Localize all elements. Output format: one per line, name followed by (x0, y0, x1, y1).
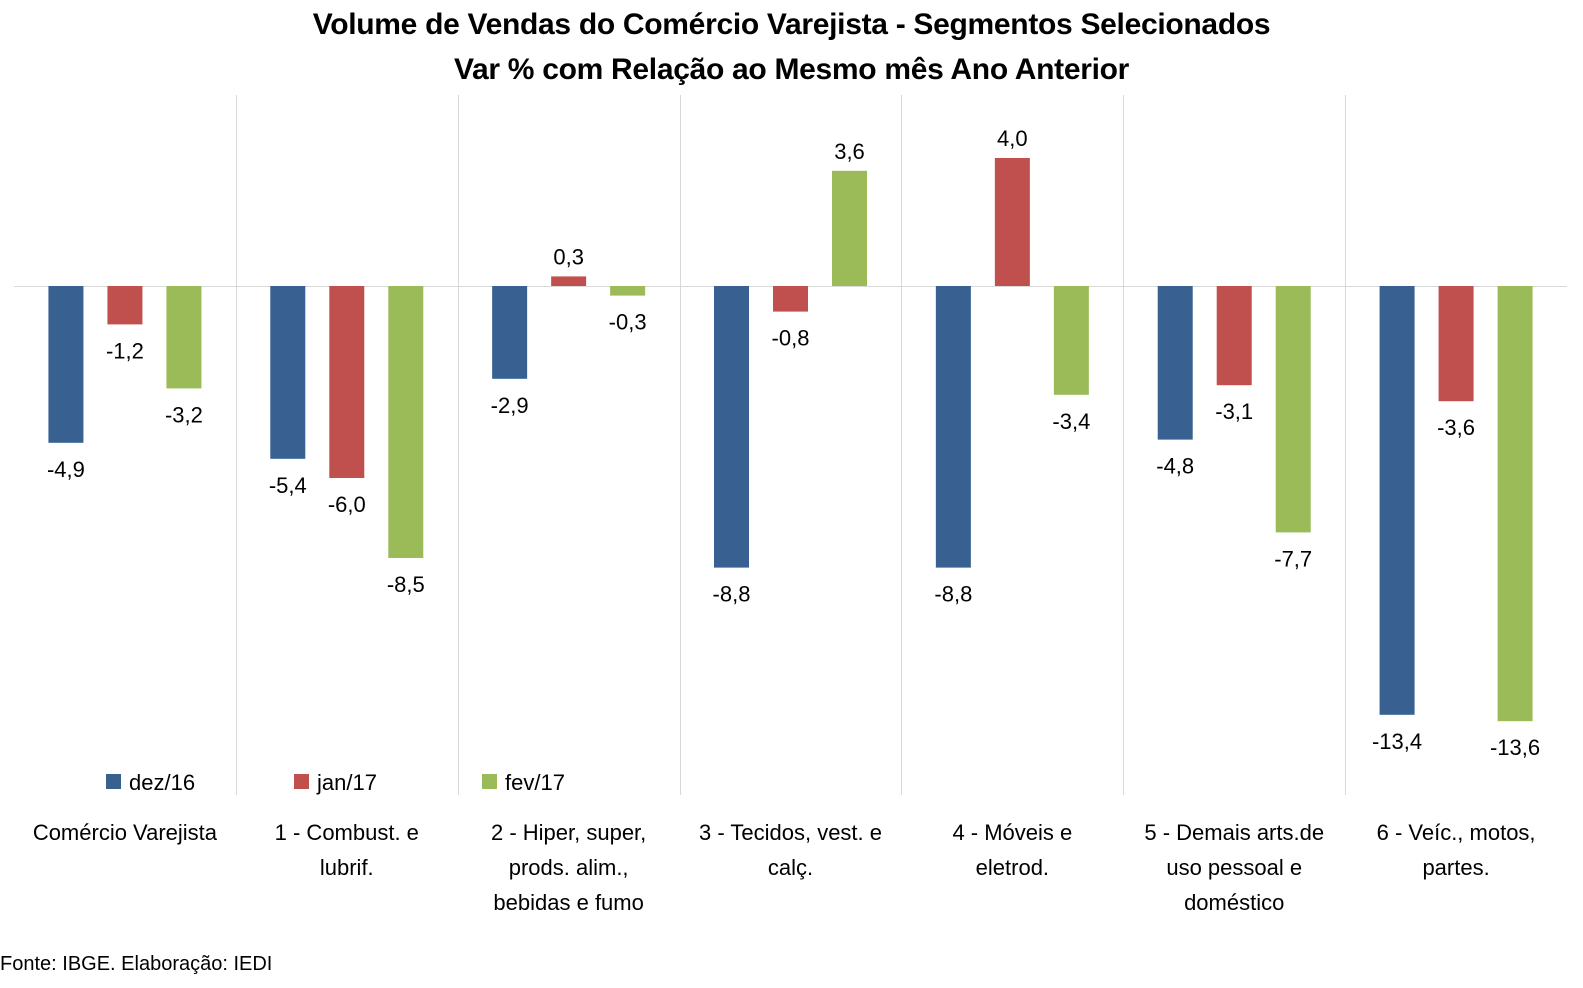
data-label: -4,8 (1156, 454, 1194, 479)
data-label: -8,5 (387, 572, 425, 597)
category-label: 4 - Móveis e eletrod. (952, 820, 1072, 880)
legend-swatch (294, 774, 309, 789)
data-label: -8,8 (713, 582, 751, 607)
category-label: 6 - Veíc., motos, partes. (1377, 820, 1536, 880)
data-label: 3,6 (834, 139, 865, 164)
data-label: -0,3 (609, 310, 647, 335)
legend-label: jan/17 (316, 770, 377, 795)
legend-swatch (106, 774, 121, 789)
chart-title: Volume de Vendas do Comércio Varejista -… (312, 8, 1271, 41)
bar-fev-17 (610, 286, 646, 296)
category-label: Comércio Varejista (33, 820, 218, 845)
bar-jan-17 (551, 276, 587, 286)
bar-dez-16 (1379, 286, 1415, 715)
category-label: 2 - Hiper, super, prods. alim., bebidas e … (491, 820, 646, 915)
category-label: 3 - Tecidos, vest. e calç. (699, 820, 882, 880)
data-label: -3,2 (165, 402, 203, 427)
chart-subtitle: Var % com Relação ao Mesmo mês Ano Anter… (453, 53, 1130, 86)
data-label: -0,8 (772, 326, 810, 351)
data-label: -3,1 (1215, 399, 1253, 424)
data-label: 4,0 (997, 126, 1028, 151)
legend-label: dez/16 (129, 770, 195, 795)
bar-fev-17 (832, 170, 867, 286)
source-footer: Fonte: IBGE. Elaboração: IEDI (0, 953, 273, 975)
data-label: -13,4 (1372, 729, 1422, 754)
bar-fev-17 (1497, 286, 1533, 722)
bar-dez-16 (1157, 286, 1193, 440)
bar-fev-17 (166, 286, 202, 389)
bar-jan-17 (329, 286, 365, 478)
data-label: -1,2 (106, 338, 144, 363)
data-label: -2,9 (491, 393, 529, 418)
bar-fev-17 (1053, 286, 1089, 395)
bar-dez-16 (935, 286, 971, 568)
data-label: -13,6 (1490, 735, 1540, 760)
data-label: -6,0 (328, 492, 366, 517)
legend-swatch (482, 774, 497, 789)
data-label: -3,4 (1052, 409, 1090, 434)
data-label: -4,9 (47, 457, 85, 482)
bar-fev-17 (388, 286, 424, 558)
category-label: 1 - Combust. e lubrif. (275, 820, 419, 880)
bar-jan-17 (1216, 286, 1252, 386)
bar-jan-17 (994, 158, 1030, 286)
data-label: -5,4 (269, 473, 307, 498)
legend-label: fev/17 (505, 770, 565, 795)
bar-dez-16 (492, 286, 528, 379)
bar-chart: -4,9 -5,4 -2,9 -8,8 -8,8 -4,8 -13,4 -1,2 -6,0 0,3… (14, 95, 1567, 915)
bar-dez-16 (714, 286, 749, 568)
data-label: -7,7 (1274, 546, 1312, 571)
bar-jan-17 (107, 286, 143, 325)
bar-jan-17 (1438, 286, 1474, 402)
data-label: 0,3 (553, 244, 584, 269)
bar-dez-16 (48, 286, 84, 443)
data-label: -8,8 (934, 582, 972, 607)
category-label: 5 - Demais arts.de uso pessoal e doméstico (1144, 820, 1324, 915)
bar-jan-17 (773, 286, 808, 312)
bar-fev-17 (1275, 286, 1311, 533)
data-label: -3,6 (1437, 415, 1475, 440)
bar-dez-16 (270, 286, 306, 459)
